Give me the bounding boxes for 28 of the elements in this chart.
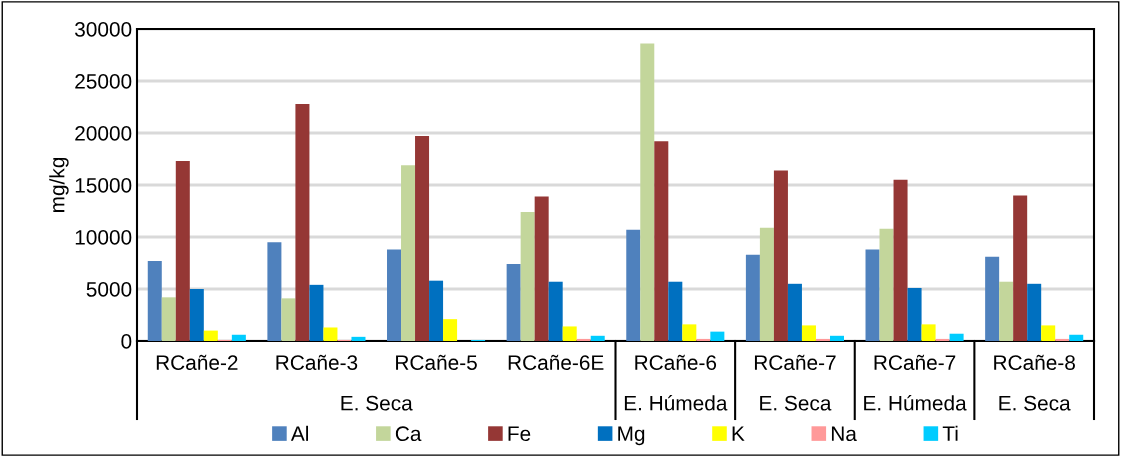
x-tick-label: RCañe-2 (156, 354, 238, 370)
legend-label: Fe (508, 426, 531, 442)
legend-label: Ca (395, 426, 422, 442)
y-tick-label: 0 (121, 334, 132, 349)
y-tick-label: 15000 (75, 178, 132, 193)
x-tick-label: RCañe-7 (754, 354, 836, 370)
y-tick-label: 5000 (86, 282, 132, 297)
x-tick-label: RCañe-8 (994, 354, 1075, 370)
text: E. Húmeda (864, 395, 967, 411)
x-tick-label: RCañe-5 (396, 354, 477, 370)
legend-label: Ti (942, 425, 958, 441)
x-tick-label: RCañe-3 (276, 354, 358, 370)
legend-label: Mg (618, 426, 645, 446)
y-tick-label: 10000 (75, 230, 132, 245)
y-tick-label: 30000 (75, 22, 132, 37)
x-tick-label: RCañe-7 (874, 354, 956, 370)
x-tick-label: RCañe-6E (508, 354, 604, 370)
y-axis-title: mg/kg (49, 157, 69, 212)
legend-label: Na (831, 426, 857, 442)
legend-label: Al (290, 425, 308, 441)
y-tick-label: 25000 (75, 74, 132, 89)
y-tick-label: 20000 (75, 126, 132, 141)
x-tick-label: RCañe-6 (635, 354, 717, 370)
legend-label: K (732, 426, 745, 441)
text: E. Húmeda (624, 395, 728, 411)
text: E. Seca (341, 395, 413, 411)
text: E. Seca (999, 395, 1071, 411)
text: E. Seca (760, 395, 832, 411)
